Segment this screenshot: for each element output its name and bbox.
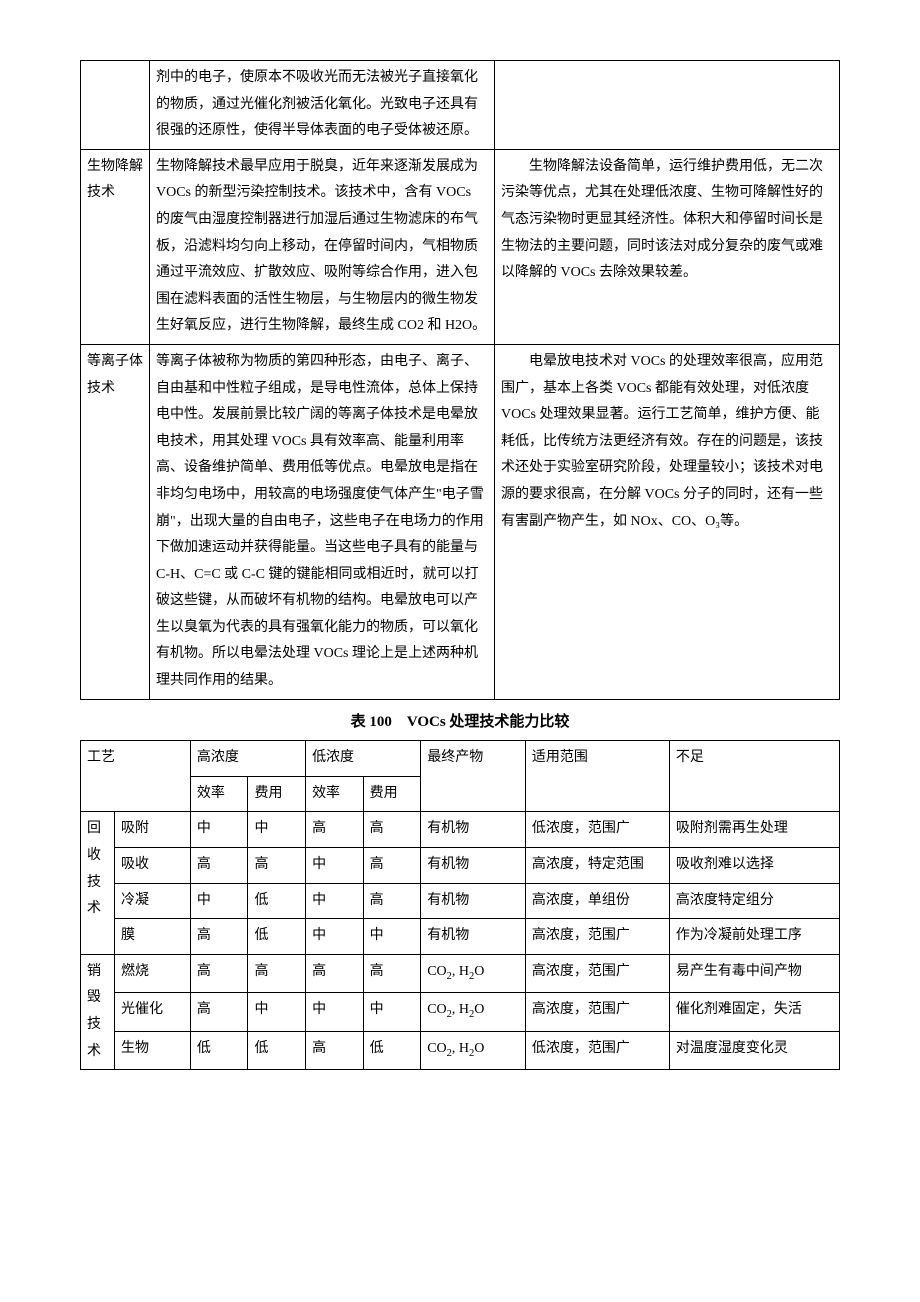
high-cost: 中 — [248, 812, 306, 848]
final-product: CO2, H2O — [421, 1031, 526, 1069]
hdr-product: 最终产物 — [421, 741, 526, 812]
tech-desc: 剂中的电子，使原本不吸收光而无法被光子直接氧化的物质，通过光催化剂被活化氧化。光… — [150, 61, 495, 150]
low-cost: 高 — [363, 954, 421, 992]
low-cost: 中 — [363, 993, 421, 1031]
tech-name: 燃烧 — [115, 954, 191, 992]
shortcoming: 催化剂难固定，失活 — [669, 993, 839, 1031]
capability-row: 生物低低高低CO2, H2O低浓度，范围广对温度湿度变化灵 — [81, 1031, 840, 1069]
tech-desc: 等离子体被称为物质的第四种形态，由电子、离子、自由基和中性粒子组成，是导电性流体… — [150, 344, 495, 699]
low-eff: 高 — [306, 954, 364, 992]
hdr-process: 工艺 — [81, 741, 191, 812]
capability-row: 吸收高高中高有机物高浓度，特定范围吸收剂难以选择 — [81, 847, 840, 883]
tech-name: 光催化 — [115, 993, 191, 1031]
low-eff: 中 — [306, 993, 364, 1031]
shortcoming: 吸收剂难以选择 — [669, 847, 839, 883]
high-eff: 高 — [190, 954, 248, 992]
tech-desc: 生物降解技术最早应用于脱臭，近年来逐渐发展成为 VOCs 的新型污染控制技术。该… — [150, 149, 495, 344]
low-eff: 高 — [306, 1031, 364, 1069]
capability-row: 回收技术吸附中中高高有机物低浓度，范围广吸附剂需再生处理 — [81, 812, 840, 848]
final-product: 有机物 — [421, 883, 526, 919]
high-cost: 低 — [248, 919, 306, 955]
low-eff: 中 — [306, 847, 364, 883]
shortcoming: 作为冷凝前处理工序 — [669, 919, 839, 955]
hdr-short: 不足 — [669, 741, 839, 812]
low-eff: 中 — [306, 919, 364, 955]
low-eff: 高 — [306, 812, 364, 848]
capability-row: 销毁技术燃烧高高高高CO2, H2O高浓度，范围广易产生有毒中间产物 — [81, 954, 840, 992]
high-eff: 中 — [190, 812, 248, 848]
low-cost: 高 — [363, 883, 421, 919]
hdr-high-eff: 效率 — [190, 776, 248, 812]
tech-name: 吸收 — [115, 847, 191, 883]
hdr-low-eff: 效率 — [306, 776, 364, 812]
hdr-scope: 适用范围 — [525, 741, 669, 812]
vocs-capability-table: 工艺 高浓度 低浓度 最终产物 适用范围 不足 效率 费用 效率 费用 回收技术… — [80, 740, 840, 1070]
final-product: 有机物 — [421, 812, 526, 848]
tech-name: 膜 — [115, 919, 191, 955]
low-eff: 中 — [306, 883, 364, 919]
scope: 高浓度，范围广 — [525, 993, 669, 1031]
process-group: 回收技术 — [81, 812, 115, 954]
tech-name: 生物降解技术 — [81, 149, 150, 344]
tech-note: 生物降解法设备简单，运行维护费用低，无二次污染等优点，尤其在处理低浓度、生物可降… — [495, 149, 840, 344]
tech-row: 剂中的电子，使原本不吸收光而无法被光子直接氧化的物质，通过光催化剂被活化氧化。光… — [81, 61, 840, 150]
final-product: 有机物 — [421, 847, 526, 883]
high-eff: 中 — [190, 883, 248, 919]
high-cost: 低 — [248, 883, 306, 919]
low-cost: 低 — [363, 1031, 421, 1069]
hdr-high-conc: 高浓度 — [190, 741, 305, 777]
tech-name: 生物 — [115, 1031, 191, 1069]
scope: 高浓度，范围广 — [525, 919, 669, 955]
final-product: 有机物 — [421, 919, 526, 955]
scope: 高浓度，特定范围 — [525, 847, 669, 883]
high-cost: 中 — [248, 993, 306, 1031]
tech-name: 等离子体技术 — [81, 344, 150, 699]
shortcoming: 对温度湿度变化灵 — [669, 1031, 839, 1069]
hdr-low-cost: 费用 — [363, 776, 421, 812]
shortcoming: 吸附剂需再生处理 — [669, 812, 839, 848]
low-cost: 高 — [363, 812, 421, 848]
high-cost: 低 — [248, 1031, 306, 1069]
tech-name: 吸附 — [115, 812, 191, 848]
low-cost: 高 — [363, 847, 421, 883]
capability-row: 光催化高中中中CO2, H2O高浓度，范围广催化剂难固定，失活 — [81, 993, 840, 1031]
scope: 高浓度，单组份 — [525, 883, 669, 919]
hdr-high-cost: 费用 — [248, 776, 306, 812]
tech-name: 冷凝 — [115, 883, 191, 919]
table-100-caption: 表 100 VOCs 处理技术能力比较 — [80, 708, 840, 737]
low-cost: 中 — [363, 919, 421, 955]
scope: 低浓度，范围广 — [525, 1031, 669, 1069]
final-product: CO2, H2O — [421, 954, 526, 992]
tech-note: 电晕放电技术对 VOCs 的处理效率很高，应用范围广，基本上各类 VOCs 都能… — [495, 344, 840, 699]
shortcoming: 易产生有毒中间产物 — [669, 954, 839, 992]
vocs-tech-desc-table: 剂中的电子，使原本不吸收光而无法被光子直接氧化的物质，通过光催化剂被活化氧化。光… — [80, 60, 840, 700]
capability-row: 膜高低中中有机物高浓度，范围广作为冷凝前处理工序 — [81, 919, 840, 955]
tech-name — [81, 61, 150, 150]
scope: 低浓度，范围广 — [525, 812, 669, 848]
capability-row: 冷凝中低中高有机物高浓度，单组份高浓度特定组分 — [81, 883, 840, 919]
high-cost: 高 — [248, 847, 306, 883]
high-cost: 高 — [248, 954, 306, 992]
high-eff: 高 — [190, 993, 248, 1031]
tech-note — [495, 61, 840, 150]
high-eff: 高 — [190, 919, 248, 955]
hdr-low-conc: 低浓度 — [306, 741, 421, 777]
high-eff: 低 — [190, 1031, 248, 1069]
tech-row: 生物降解技术生物降解技术最早应用于脱臭，近年来逐渐发展成为 VOCs 的新型污染… — [81, 149, 840, 344]
high-eff: 高 — [190, 847, 248, 883]
tech-row: 等离子体技术等离子体被称为物质的第四种形态，由电子、离子、自由基和中性粒子组成，… — [81, 344, 840, 699]
scope: 高浓度，范围广 — [525, 954, 669, 992]
final-product: CO2, H2O — [421, 993, 526, 1031]
shortcoming: 高浓度特定组分 — [669, 883, 839, 919]
process-group: 销毁技术 — [81, 954, 115, 1069]
